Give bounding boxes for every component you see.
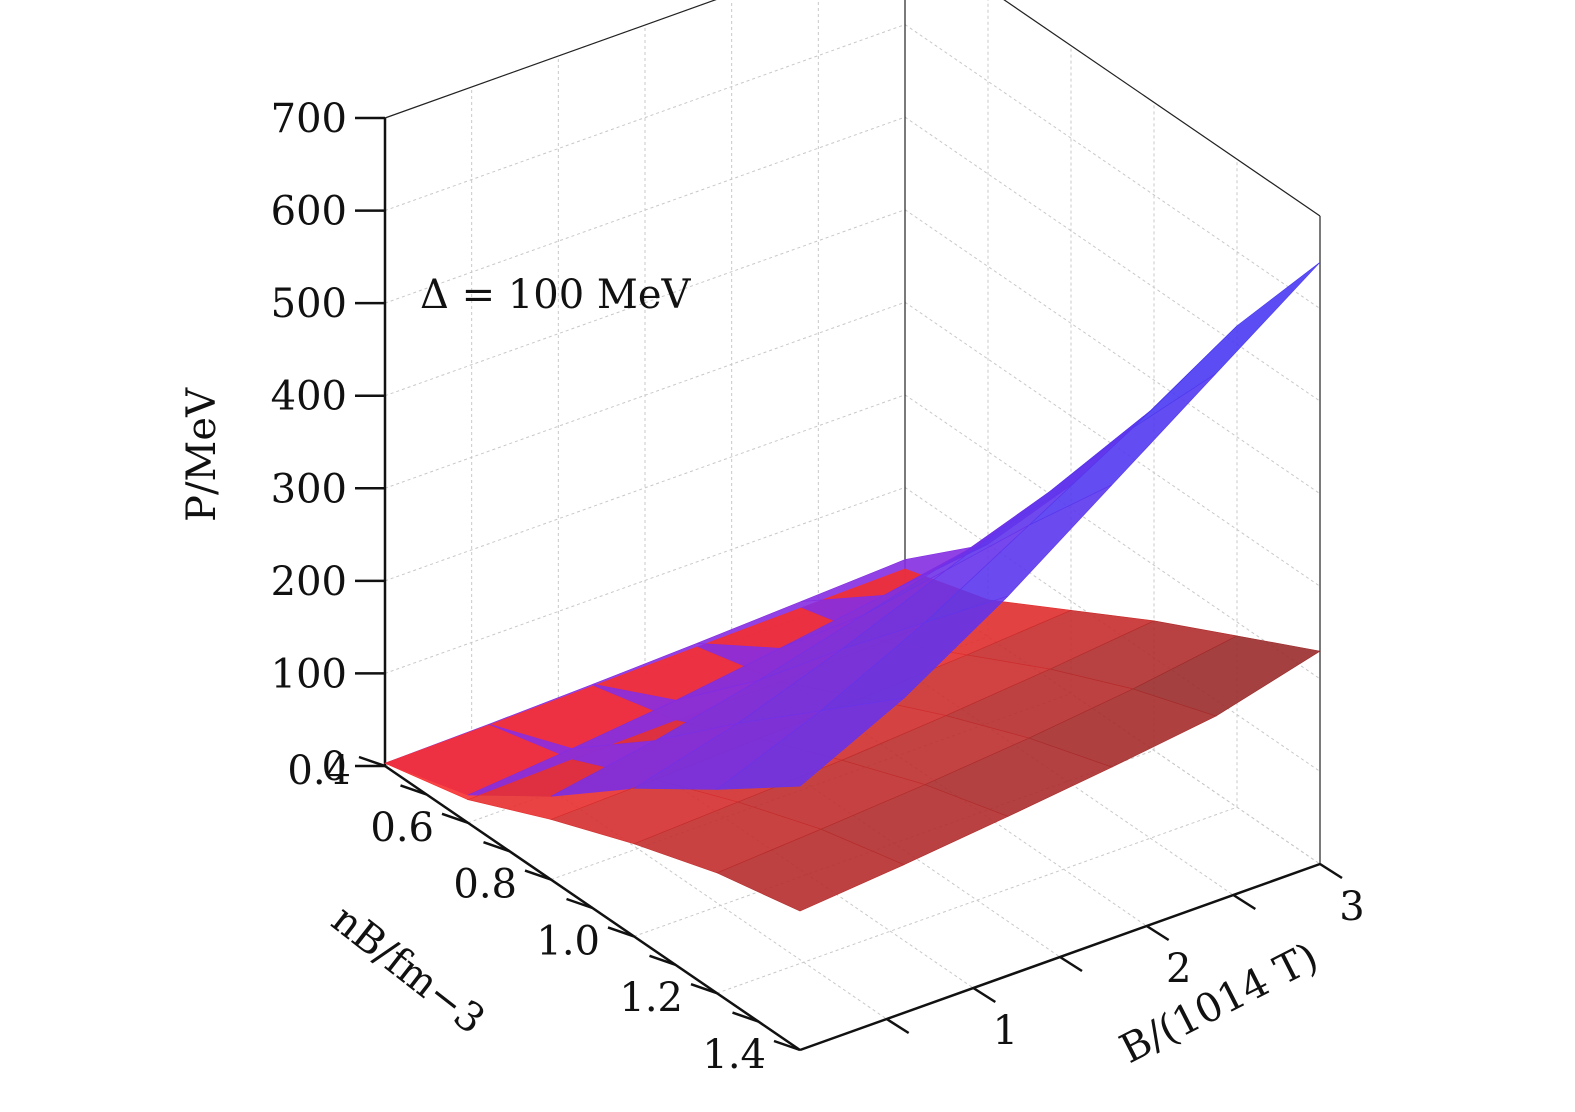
y-tick <box>483 841 510 853</box>
x-tick <box>972 986 997 1004</box>
surface-patch-series-1 <box>716 697 906 790</box>
z-tick-label: 300 <box>271 466 347 512</box>
y-tick <box>773 1039 801 1052</box>
y-tick <box>441 812 469 824</box>
x-tick-label: 1 <box>993 1008 1018 1054</box>
z-tick-label: 0 <box>322 744 347 790</box>
y-tick-label: 1.0 <box>536 918 600 964</box>
surface-layer <box>384 262 1321 912</box>
grid-line-back-right <box>1003 0 1321 217</box>
surface-patch-series-2 <box>716 828 905 912</box>
grid-line-floor <box>716 806 1238 994</box>
x-tick-label: 2 <box>1166 946 1191 992</box>
surface-patch-series-1 <box>1028 373 1217 526</box>
y-tick <box>358 755 386 768</box>
x-tick-label: 3 <box>1339 884 1364 930</box>
surface-patch-series-1 <box>1049 325 1238 492</box>
y-tick <box>566 897 593 910</box>
x-axis-title: B/(1014 T) <box>1113 934 1326 1073</box>
grid-line-back-right <box>904 24 1321 309</box>
grid-line-back-right <box>904 116 1321 402</box>
surface-patch-series-1 <box>1132 262 1321 429</box>
z-tick-label: 600 <box>271 189 347 235</box>
y-tick-label: 1.2 <box>619 975 683 1021</box>
z-tick-label: 700 <box>271 96 347 142</box>
box-edge <box>1003 0 1321 217</box>
y-tick <box>649 954 676 966</box>
y-tick <box>732 1011 759 1023</box>
grid-layer <box>383 0 1321 1052</box>
x-tick <box>1145 924 1170 942</box>
x-tick <box>1232 893 1257 911</box>
y-axis-title: nB/fm−3 <box>323 896 493 1043</box>
x-tick <box>1319 862 1343 880</box>
y-tick-label: 0.6 <box>370 805 434 851</box>
axis-layer: 0 100 200 300 400 500 600 700 0.4 0.6 0.8 1.0 1.2 1.4… <box>271 96 1365 1078</box>
box-edge <box>384 0 717 119</box>
z-tick-label: 400 <box>271 374 347 420</box>
z-tick-label: 100 <box>271 651 347 697</box>
grid-line-back-left <box>384 24 906 212</box>
y-tick <box>607 926 635 938</box>
x-tick <box>885 1017 910 1035</box>
z-tick-label: 200 <box>271 559 347 605</box>
y-tick <box>690 983 718 995</box>
grid-line-back-left <box>384 394 906 582</box>
z-axis-title: P/MeV <box>179 387 225 522</box>
y-tick <box>400 784 427 796</box>
y-tick-label: 0.8 <box>453 862 517 908</box>
x-tick <box>1059 955 1083 973</box>
grid-line-back-left <box>384 209 906 397</box>
y-tick-label: 0.4 <box>287 748 351 794</box>
y-tick-label: 1.4 <box>702 1032 766 1078</box>
annotation-delta: Δ = 100 MeV <box>420 272 692 318</box>
y-tick <box>524 869 552 881</box>
z-tick-label: 500 <box>271 281 347 327</box>
label-layer: Δ = 100 MeV P/MeV nB/fm−3 B/(1014 T) <box>179 272 1325 1073</box>
